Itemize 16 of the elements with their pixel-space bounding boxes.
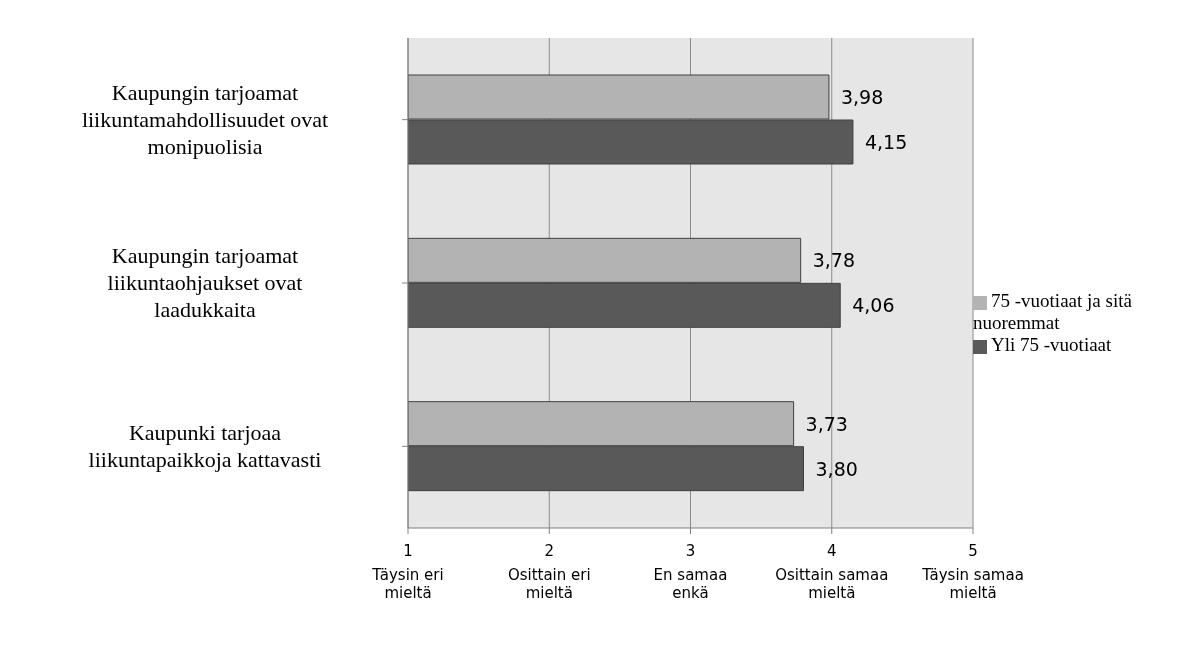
x-tick-label: 1 Täysin eri mieltä bbox=[371, 542, 444, 602]
x-tick-label: 4 Osittain samaa mieltä bbox=[775, 542, 889, 602]
legend-label: Yli 75 -vuotiaat bbox=[991, 334, 1112, 355]
x-tick-label: 2 Osittain eri mieltä bbox=[507, 542, 591, 602]
data-label: 3,73 bbox=[805, 412, 848, 435]
data-label: 4,06 bbox=[852, 294, 895, 317]
data-label: 3,80 bbox=[815, 457, 858, 480]
data-label: 3,78 bbox=[812, 249, 855, 272]
data-label: 3,98 bbox=[840, 86, 884, 108]
x-tick-label: 3 En samaa enkä bbox=[653, 542, 728, 602]
x-tick-label: 5 Täysin samaa mieltä bbox=[921, 542, 1024, 602]
data-label: 4,15 bbox=[864, 131, 908, 153]
y-tick-label: Kaupungin tarjoamat liikuntaohjaukset ovat laadukkaita bbox=[107, 243, 303, 322]
legend-label: 75 -vuotiaat ja sitä nuoremmat bbox=[973, 290, 1132, 333]
y-tick-label: Kaupunki tarjoaa liikuntapaikkoja kattavasti bbox=[88, 419, 322, 472]
y-tick-label: Kaupungin tarjoamat liikuntamahdollisuudet ovat monipuolisia bbox=[81, 79, 329, 159]
